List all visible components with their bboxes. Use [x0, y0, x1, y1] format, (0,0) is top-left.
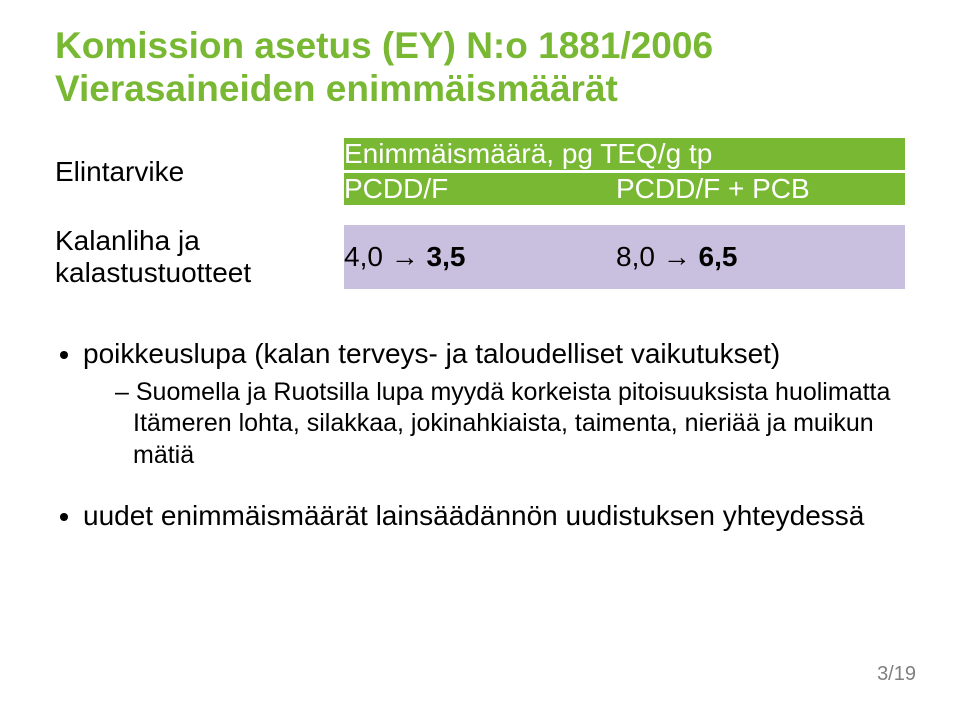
- data-cell-1: 4,0 → 3,5: [344, 225, 616, 289]
- arrow-icon: →: [391, 241, 419, 272]
- data-row-label-line1: Kalanliha ja: [55, 225, 200, 256]
- limits-table: Elintarvike Enimmäismäärä, pg TEQ/g tp P…: [55, 138, 905, 289]
- arrow-icon: →: [663, 241, 691, 272]
- data-row-label: Kalanliha ja kalastustuotteet: [55, 225, 344, 289]
- page-number: 3/19: [877, 663, 916, 686]
- bullet-2-text: uudet enimmäismäärät lainsäädännön uudis…: [83, 500, 864, 531]
- table-row: Kalanliha ja kalastustuotteet 4,0 → 3,5 …: [55, 225, 905, 289]
- row-header-label: Elintarvike: [55, 138, 344, 205]
- title-line-2: Vierasaineiden enimmäismäärät: [55, 68, 905, 111]
- val1-b: 3,5: [427, 241, 466, 272]
- table-header-row-top: Elintarvike Enimmäismäärä, pg TEQ/g tp: [55, 138, 905, 172]
- list-item: poikkeuslupa (kalan terveys- ja taloudel…: [83, 337, 905, 470]
- table-spacer-row: [55, 205, 905, 225]
- sub-header-1: PCDD/F: [344, 172, 616, 206]
- val2-b: 6,5: [699, 241, 738, 272]
- list-item: uudet enimmäismäärät lainsäädännön uudis…: [83, 499, 905, 533]
- slide-title: Komission asetus (EY) N:o 1881/2006 Vier…: [55, 25, 905, 110]
- sub-header-2: PCDD/F + PCB: [616, 172, 905, 206]
- val2-a: 8,0: [616, 241, 655, 272]
- bullet-list: poikkeuslupa (kalan terveys- ja taloudel…: [55, 337, 905, 532]
- slide: Komission asetus (EY) N:o 1881/2006 Vier…: [0, 0, 960, 708]
- data-cell-2: 8,0 → 6,5: [616, 225, 905, 289]
- title-line-1: Komission asetus (EY) N:o 1881/2006: [55, 25, 905, 68]
- val1-a: 4,0: [344, 241, 383, 272]
- bullet-1-sub-text: Suomella ja Ruotsilla lupa myydä korkeis…: [133, 378, 890, 469]
- bullet-1-text: poikkeuslupa (kalan terveys- ja taloudel…: [83, 338, 780, 369]
- list-item: Suomella ja Ruotsilla lupa myydä korkeis…: [115, 377, 905, 471]
- sub-list: Suomella ja Ruotsilla lupa myydä korkeis…: [83, 377, 905, 471]
- data-row-label-line2: kalastustuotteet: [55, 257, 251, 288]
- top-merged-header: Enimmäismäärä, pg TEQ/g tp: [344, 138, 905, 172]
